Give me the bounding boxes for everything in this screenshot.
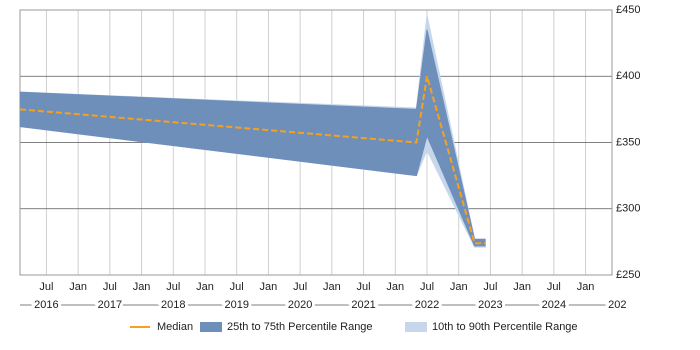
x-tick-label: Jan — [323, 281, 341, 293]
legend-swatch — [200, 322, 222, 332]
y-tick-label: £400 — [616, 70, 640, 82]
year-label: 2016 — [34, 299, 58, 311]
x-tick-label: Jul — [293, 281, 307, 293]
plot-border — [19, 9, 613, 276]
x-tick-label: Jul — [547, 281, 561, 293]
x-tick-label: Jul — [483, 281, 497, 293]
x-tick-label: Jan — [69, 281, 87, 293]
y-tick-label: £450 — [616, 4, 640, 16]
x-tick-label: Jul — [103, 281, 117, 293]
year-label: 2023 — [478, 299, 502, 311]
year-label: 2019 — [224, 299, 248, 311]
x-tick-label: Jan — [386, 281, 404, 293]
median-line — [19, 75, 486, 245]
x-tick-label: Jul — [420, 281, 434, 293]
x-tick-label: Jul — [166, 281, 180, 293]
legend-label: 25th to 75th Percentile Range — [227, 321, 373, 333]
y-tick-label: £350 — [616, 136, 640, 148]
y-tick-label: £300 — [616, 203, 640, 215]
x-tick-label: Jan — [513, 281, 531, 293]
x-tick-label: Jan — [260, 281, 278, 293]
legend-label: 10th to 90th Percentile Range — [432, 321, 578, 333]
year-label: 2024 — [542, 299, 566, 311]
x-tick-label: Jul — [357, 281, 371, 293]
year-label: 2021 — [351, 299, 375, 311]
x-tick-label: Jan — [450, 281, 468, 293]
legend-label: Median — [157, 321, 193, 333]
year-label: 202 — [608, 299, 626, 311]
year-label: 2017 — [98, 299, 122, 311]
percentile-band — [19, 29, 486, 247]
legend-swatch — [405, 322, 427, 332]
x-tick-label: Jul — [39, 281, 53, 293]
x-tick-label: Jan — [133, 281, 151, 293]
y-tick-label: £250 — [616, 269, 640, 281]
year-label: 2020 — [288, 299, 312, 311]
x-tick-label: Jul — [230, 281, 244, 293]
x-tick-label: Jan — [196, 281, 214, 293]
year-label: 2022 — [415, 299, 439, 311]
year-label: 2018 — [161, 299, 185, 311]
x-tick-label: Jan — [577, 281, 595, 293]
